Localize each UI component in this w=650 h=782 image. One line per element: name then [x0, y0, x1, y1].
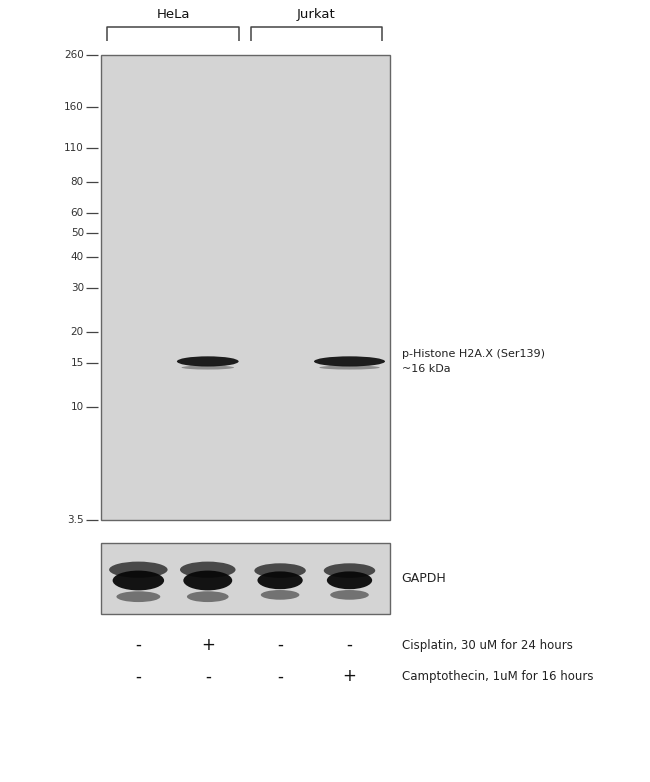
Ellipse shape [180, 561, 235, 578]
Text: GAPDH: GAPDH [402, 572, 447, 585]
Text: 3.5: 3.5 [67, 515, 84, 525]
Ellipse shape [181, 365, 234, 370]
Text: 110: 110 [64, 142, 84, 152]
Text: +: + [201, 636, 214, 655]
Text: 30: 30 [71, 283, 84, 293]
Ellipse shape [109, 561, 168, 578]
Ellipse shape [319, 365, 380, 370]
Text: 10: 10 [71, 402, 84, 411]
Text: 15: 15 [71, 358, 84, 368]
Text: -: - [277, 636, 283, 655]
Text: 60: 60 [71, 208, 84, 218]
Text: Jurkat: Jurkat [297, 8, 336, 21]
Text: -: - [205, 667, 211, 686]
Text: -: - [135, 667, 141, 686]
Ellipse shape [330, 590, 369, 600]
Text: +: + [343, 667, 356, 686]
Ellipse shape [177, 357, 239, 367]
Text: Camptothecin, 1uM for 16 hours: Camptothecin, 1uM for 16 hours [402, 670, 593, 683]
Ellipse shape [187, 591, 229, 602]
Text: Cisplatin, 30 uM for 24 hours: Cisplatin, 30 uM for 24 hours [402, 639, 573, 651]
Text: 50: 50 [71, 228, 84, 238]
Text: 160: 160 [64, 102, 84, 112]
Text: 80: 80 [71, 177, 84, 187]
Text: -: - [346, 636, 352, 655]
Ellipse shape [183, 571, 232, 590]
Ellipse shape [116, 591, 161, 602]
Ellipse shape [314, 357, 385, 367]
Text: -: - [135, 636, 141, 655]
Text: 40: 40 [71, 252, 84, 262]
Ellipse shape [257, 572, 303, 589]
Bar [101, 543, 390, 614]
Bar [101, 55, 390, 520]
Ellipse shape [324, 563, 375, 578]
Text: 260: 260 [64, 50, 84, 59]
Text: ~16 kDa: ~16 kDa [402, 364, 450, 375]
Text: 20: 20 [71, 327, 84, 337]
Text: p-Histone H2A.X (Ser139): p-Histone H2A.X (Ser139) [402, 350, 545, 360]
Text: HeLa: HeLa [156, 8, 190, 21]
Ellipse shape [254, 563, 306, 578]
Ellipse shape [261, 590, 300, 600]
Ellipse shape [327, 572, 372, 589]
Ellipse shape [112, 571, 164, 590]
Text: -: - [277, 667, 283, 686]
